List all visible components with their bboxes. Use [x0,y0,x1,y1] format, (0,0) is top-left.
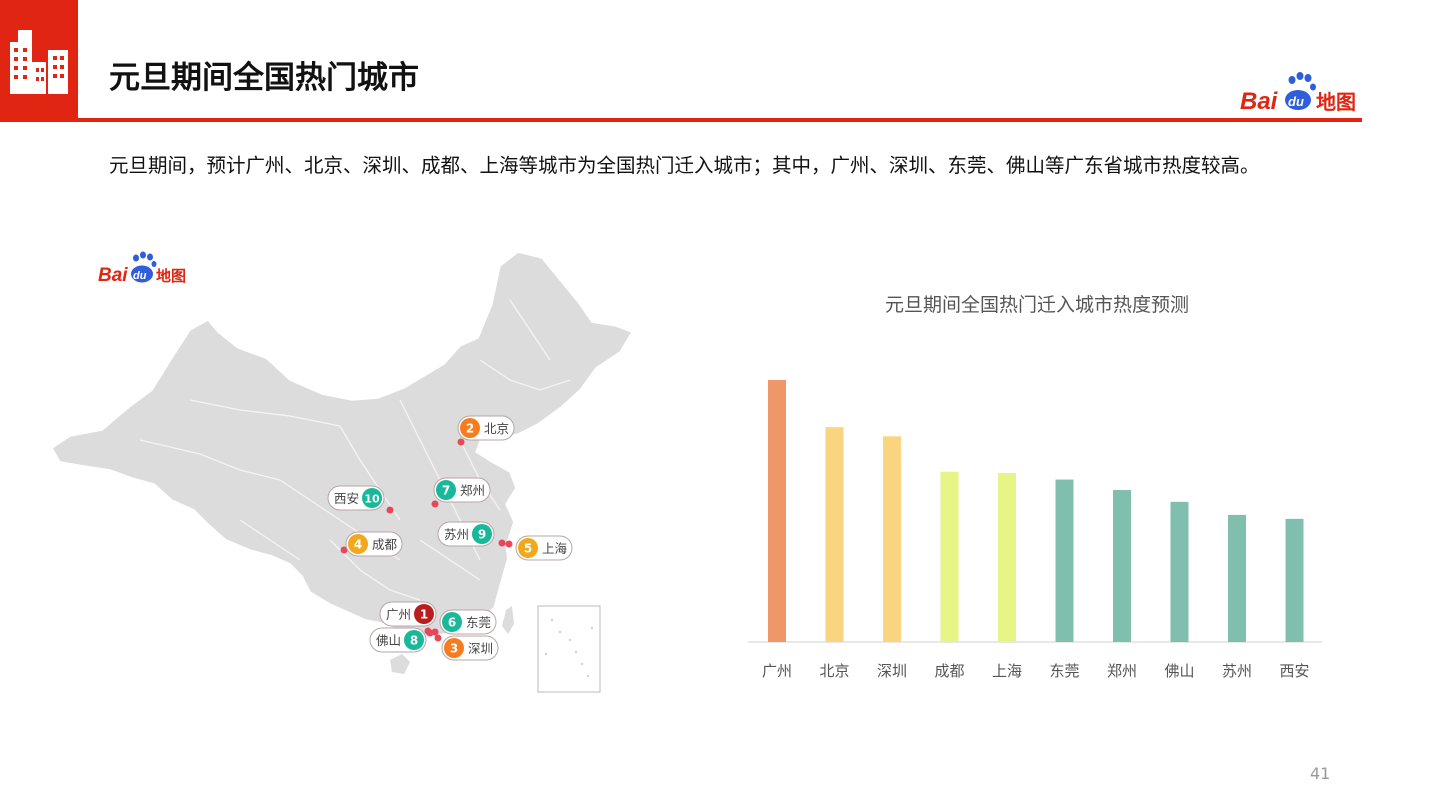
x-tick-label: 东莞 [1049,662,1079,680]
paw-icon [1285,72,1316,110]
x-tick-label: 苏州 [1222,662,1252,680]
rank-number: 5 [524,542,532,556]
rank-badge [362,488,382,508]
x-tick-label: 佛山 [1164,662,1194,680]
city-marker[interactable]: 7 郑州 [431,477,491,508]
header-accent-block [0,0,78,122]
city-marker[interactable]: 2 北京 [457,415,515,446]
marker-city-name: 深圳 [468,641,493,656]
marker-dot [340,546,348,554]
marker-dot [505,540,513,548]
city-marker[interactable]: 3 深圳 [434,634,499,661]
bar-7 [1113,490,1131,642]
city-marker[interactable]: 9 苏州 [437,521,506,547]
baidu-map-logo: Bai du 地图 [1238,70,1362,118]
marker-city-name: 上海 [542,541,568,556]
rank-number: 7 [442,484,450,498]
x-tick-label: 深圳 [877,662,907,680]
bar-5 [998,473,1016,642]
marker-city-name: 东莞 [466,615,491,630]
marker-city-name: 成都 [372,537,398,552]
rank-badge [444,638,464,658]
brand-bai-text: Bai [1240,88,1279,114]
x-tick-label: 北京 [819,662,849,680]
city-marker[interactable]: 10 西安 [327,485,394,514]
rank-badge [442,612,462,632]
bar-8 [1170,501,1189,642]
marker-dot [457,438,465,446]
city-buildings-icon [10,30,68,94]
marker-dot [431,500,439,508]
bar-9 [1228,514,1246,642]
rank-number: 10 [364,493,380,506]
brand-map-text: 地图 [156,267,186,285]
china-map: 1 广州 2 北京 3 深圳 4 成都 5 上海 6 东莞 7 郑州 8 佛山 9 苏州 10 西安 [51,251,634,693]
taiwan-island [502,606,514,634]
city-marker[interactable]: 6 东莞 [431,609,497,636]
header-divider [78,118,1362,122]
summary-text: 元旦期间，预计广州、北京、深圳、成都、上海等城市为全国热门迁入城市；其中，广州、… [109,154,1260,177]
marker-dot [498,539,506,547]
hainan-island [390,654,410,674]
marker-city-name: 北京 [484,421,509,436]
rank-number: 9 [478,528,486,542]
chart-x-tick-labels: 广州 北京 深圳 成都 上海 东莞 郑州 佛山 苏州 西安 [762,662,1310,680]
city-marker[interactable]: 1 广州 [379,601,437,635]
rank-number: 3 [450,642,458,656]
bar-6 [1055,479,1074,642]
x-tick-label: 成都 [934,662,964,680]
marker-city-name: 广州 [386,607,411,622]
x-tick-label: 广州 [762,662,792,680]
marker-city-name: 苏州 [444,527,469,542]
marker-city-name: 郑州 [460,483,485,498]
bar-chart: 元旦期间全国热门迁入城市热度预测 广州 北京 深圳 成都 上海 东莞 郑州 佛山 苏州 西安 [748,294,1322,680]
bar-10 [1285,518,1304,642]
china-landmass [51,251,634,639]
city-marker[interactable]: 8 佛山 [369,627,434,653]
brand-du-text: du [1288,94,1304,109]
paw-icon [131,251,157,283]
rank-badge [414,604,434,624]
rank-number: 4 [354,538,362,552]
south-china-sea-inset [537,605,601,693]
marker-city-name: 西安 [334,491,359,506]
rank-badge [404,630,424,650]
page-number: 41 [1310,764,1331,783]
rank-number: 8 [410,634,418,648]
rank-number: 6 [448,616,456,630]
marker-city-name: 佛山 [376,633,401,648]
marker-dot [434,634,442,642]
inset-islands [544,618,594,678]
bar-3 [883,436,901,642]
rank-badge [460,418,480,438]
city-marker[interactable]: 5 上海 [505,535,573,561]
rank-badge [518,538,538,558]
brand-map-text: 地图 [1316,90,1356,114]
x-tick-label: 上海 [992,662,1022,680]
city-marker[interactable]: 4 成都 [340,531,403,557]
bar-2 [825,427,844,642]
rank-number: 2 [466,422,474,436]
page-title: 元旦期间全国热门城市 [109,60,419,96]
brand-bai-text: Bai [98,265,128,286]
bar-4 [940,471,959,642]
rank-badge [348,534,368,554]
rank-badge [472,524,492,544]
brand-du-text: du [133,270,147,282]
chart-title: 元旦期间全国热门迁入城市热度预测 [885,294,1189,316]
marker-dot [386,506,394,514]
marker-dot [426,629,434,637]
city-markers: 1 广州 2 北京 3 深圳 4 成都 5 上海 6 东莞 7 郑州 8 佛山 9 苏州 10 西安 [327,415,573,661]
bar-1 [768,380,786,642]
rank-badge [436,480,456,500]
x-tick-label: 郑州 [1107,662,1137,680]
chart-bars [768,380,1304,642]
x-tick-label: 西安 [1279,662,1309,680]
rank-number: 1 [420,608,428,622]
map-baidu-logo: Bai du 地图 [96,250,192,290]
